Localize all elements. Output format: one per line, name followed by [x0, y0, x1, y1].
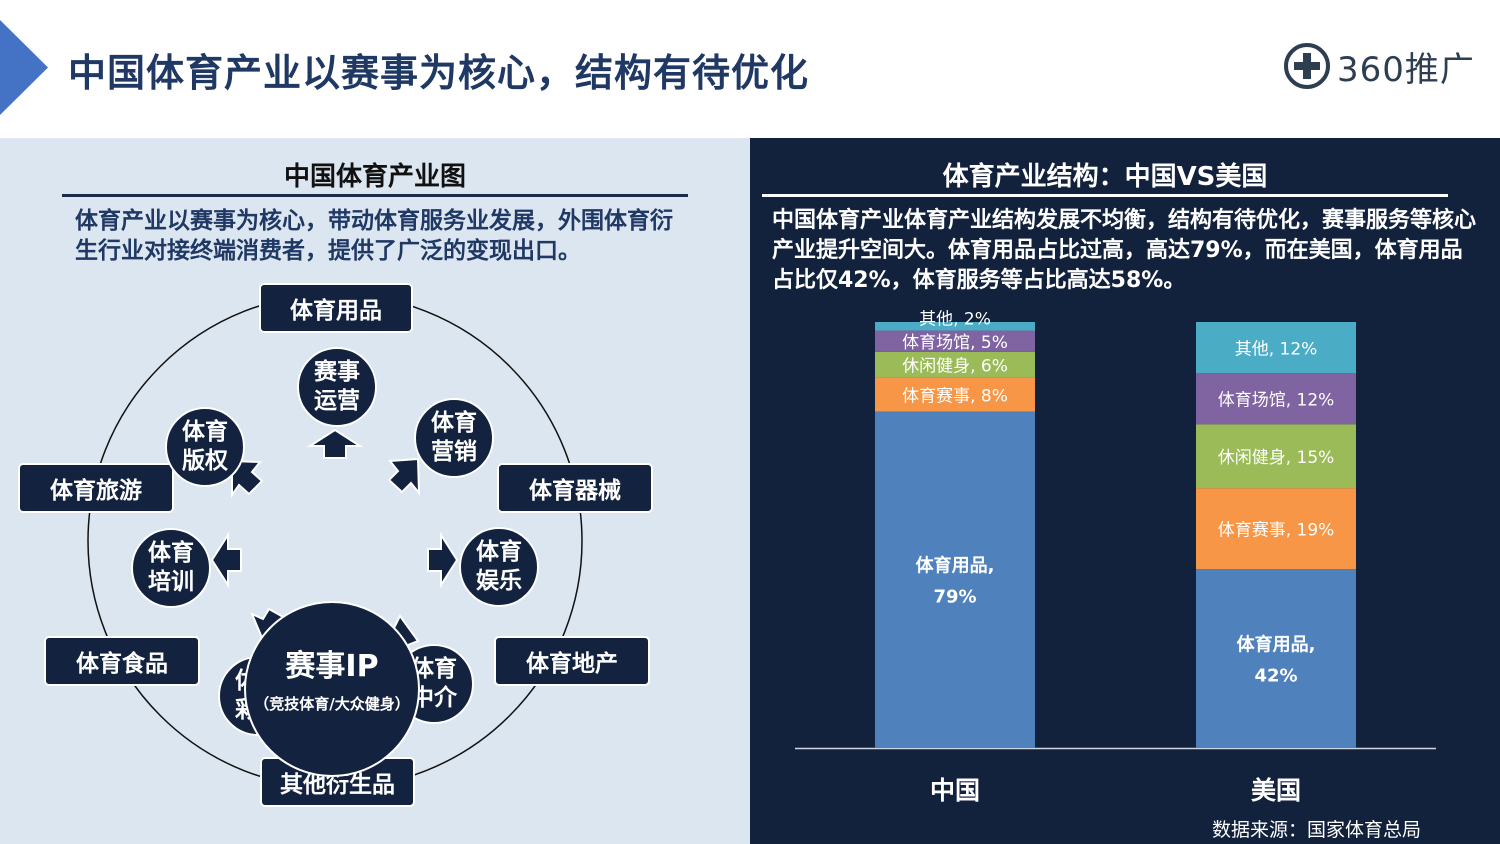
bar-segment — [1196, 488, 1356, 570]
box-sports-real-estate: 体育地产 — [494, 636, 650, 686]
center-subtitle: （竞技体育/大众健身） — [254, 695, 410, 713]
left-panel-title: 中国体育产业图 — [283, 162, 466, 192]
arrow-left-icon — [210, 531, 242, 589]
node-line: 体育 — [148, 540, 194, 566]
bar-segment — [1196, 569, 1356, 748]
box-sporting-goods: 体育用品 — [259, 283, 413, 333]
logo-plus-icon — [1284, 43, 1330, 89]
bar-data-label: 体育场馆, 5% — [902, 333, 1008, 353]
bar-data-label: 体育赛事, 19% — [1218, 520, 1335, 541]
bar-data-label: 体育赛事, 8% — [902, 385, 1008, 406]
bar-data-label: 79% — [933, 587, 976, 608]
node-line: 营销 — [431, 439, 477, 465]
node-sports-entertainment: 体育 娱乐 — [459, 527, 539, 607]
node-line: 娱乐 — [476, 568, 522, 594]
left-panel-description: 体育产业以赛事为核心，带动体育服务业发展，外围体育衍生行业对接终端消费者，提供了… — [75, 208, 673, 264]
box-sports-equipment: 体育器械 — [497, 463, 653, 513]
center-event-ip: 赛事IP （竞技体育/大众健身） — [244, 601, 420, 777]
bar-segment — [875, 351, 1035, 378]
node-line: 版权 — [182, 448, 228, 474]
industry-diagram-panel: 中国体育产业图 体育产业以赛事为核心，带动体育服务业发展，外围体育衍生行业对接终… — [0, 138, 750, 844]
node-line: 体育 — [431, 410, 477, 436]
node-line: 运营 — [314, 388, 360, 414]
arrow-right-icon — [427, 531, 459, 589]
stacked-bar-chart: 体育用品, 79% 体育赛事, 8% 休闲健身, 6% 体育场馆, 5% 其他, 2% 中国… — [795, 309, 1436, 805]
box-sports-tourism: 体育旅游 — [18, 463, 174, 513]
box-sports-food: 体育食品 — [44, 636, 200, 686]
bar-data-label: 体育场馆, 12% — [1218, 391, 1335, 411]
node-line: 培训 — [148, 569, 194, 595]
structure-chart-panel: 体育产业结构：中国VS美国 中国体育产业体育产业结构发展不均衡，结构有待优化，赛… — [750, 138, 1500, 844]
x-tick-label: 美国 — [1251, 776, 1301, 805]
industry-diagram: 体育用品 体育器械 体育地产 其他衍生品 体育食品 体育旅游 赛事 运营 体育 营销… — [0, 138, 750, 844]
node-line: 赛事 — [314, 359, 360, 385]
bar-data-label: 休闲健身, 15% — [1218, 448, 1335, 468]
page-title: 中国体育产业以赛事为核心，结构有待优化 — [68, 51, 810, 95]
x-tick-label: 中国 — [930, 776, 980, 805]
arrow-up-left-icon — [231, 459, 264, 499]
data-source: 数据来源：国家体育总局 — [1212, 819, 1422, 841]
bar-data-label: 体育用品, — [1237, 634, 1316, 656]
bar-data-label: 其他, 12% — [1235, 340, 1318, 360]
logo: 360推广 — [1283, 42, 1475, 90]
bar-segment — [875, 322, 1035, 331]
node-event-operation: 赛事 运营 — [297, 347, 377, 427]
bar-segment — [875, 330, 1035, 352]
right-title-divider — [762, 194, 1448, 197]
bar-segment — [875, 377, 1035, 412]
arrow-up-icon — [306, 428, 364, 459]
node-line: 体育 — [476, 539, 522, 565]
bar-segment — [1196, 373, 1356, 425]
node-sports-copyright: 体育 版权 — [165, 407, 245, 487]
node-sports-marketing: 体育 营销 — [414, 398, 494, 478]
bar-data-label: 休闲健身, 6% — [902, 357, 1008, 377]
right-panel-title: 体育产业结构：中国VS美国 — [942, 162, 1268, 192]
logo-text: 360推广 — [1337, 49, 1475, 90]
bar-data-label: 42% — [1254, 666, 1297, 687]
left-title-divider — [62, 194, 688, 197]
bar-data-label: 体育用品, — [916, 555, 995, 577]
arrow-up-right-icon — [387, 457, 421, 496]
header-arrow-icon — [0, 20, 48, 115]
right-panel-description: 中国体育产业体育产业结构发展不均衡，结构有待优化，赛事服务等核心产业提升空间大。… — [772, 208, 1477, 293]
node-line: 体育 — [182, 419, 228, 445]
center-title: 赛事IP — [285, 649, 379, 684]
bar-segment — [1196, 322, 1356, 374]
bar-segment — [1196, 424, 1356, 489]
node-sports-training: 体育 培训 — [131, 528, 211, 608]
bar-data-label: 其他, 2% — [919, 309, 991, 329]
bar-segment — [875, 411, 1035, 748]
